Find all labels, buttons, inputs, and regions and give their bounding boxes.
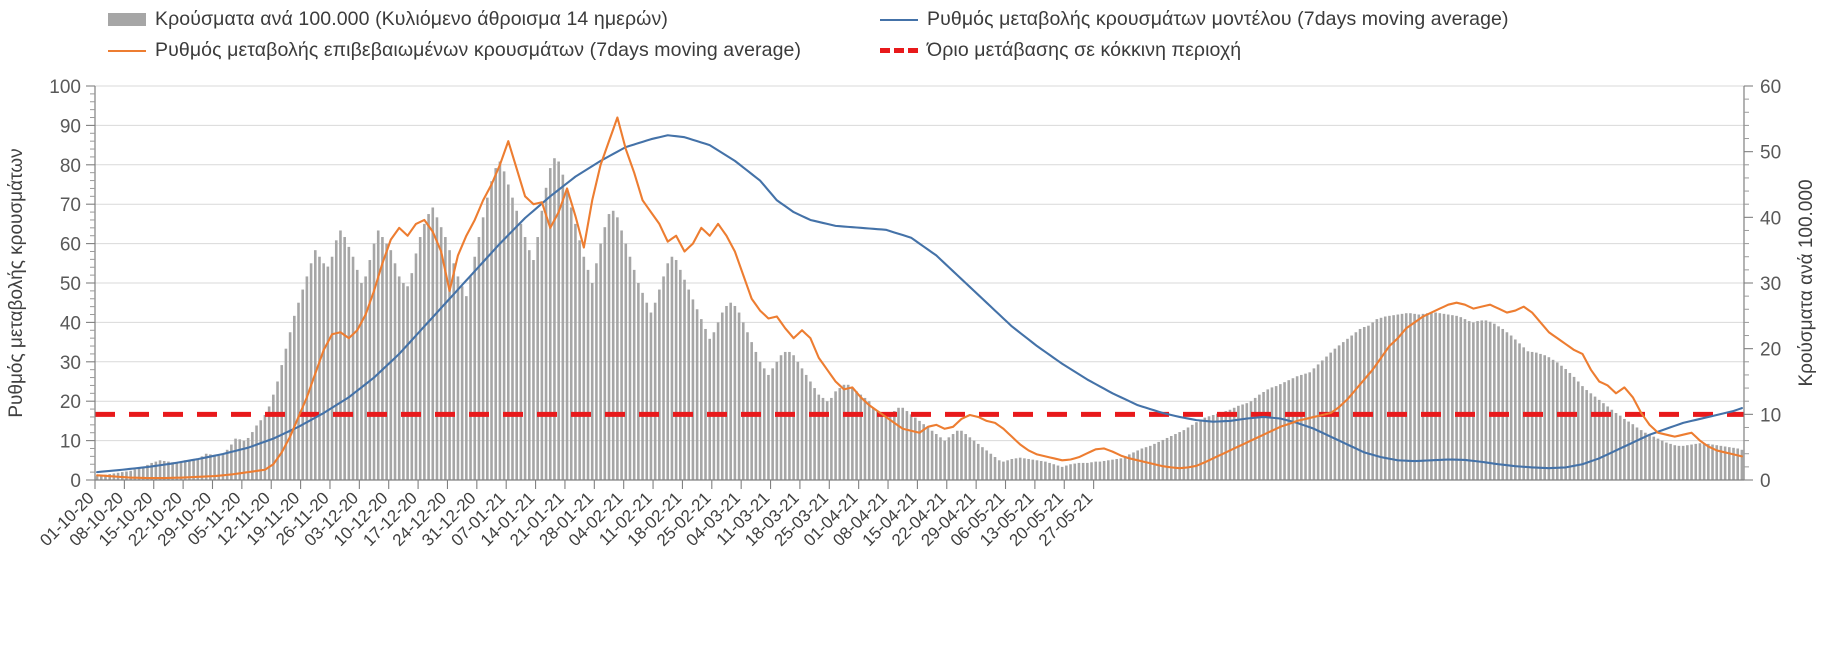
chart-plot-area: 0 10 20 30 40 50 60 70 80 90 100 0 10 20 30 40 50 60 01-…	[0, 70, 1832, 661]
chart-svg: 0 10 20 30 40 50 60 70 80 90 100 0 10 20 30 40 50 60 01-…	[6, 77, 1817, 550]
svg-text:90: 90	[60, 116, 81, 137]
model-rate-line	[96, 134, 1743, 474]
legend-label-bars: Κρούσματα ανά 100.000 (Κυλιόμενο άθροισμ…	[155, 8, 668, 30]
svg-text:10: 10	[1760, 405, 1781, 426]
svg-text:50: 50	[1760, 143, 1781, 164]
chart-legend: Κρούσματα ανά 100.000 (Κυλιόμενο άθροισμ…	[0, 0, 1832, 70]
svg-text:50: 50	[60, 274, 81, 295]
line-swatch-blue-icon	[880, 18, 918, 21]
svg-text:0: 0	[1760, 471, 1771, 492]
y-axis-left-title: Ρυθμός μεταβολής κρουσμάτων	[6, 148, 27, 417]
svg-text:60: 60	[60, 235, 81, 256]
legend-item-bars[interactable]: Κρούσματα ανά 100.000 (Κυλιόμενο άθροισμ…	[108, 8, 668, 31]
legend-item-threshold[interactable]: Όριο μετάβασης σε κόκκινη περιοχή	[880, 39, 1241, 62]
y-axis-right-title: Κρούσματα ανά 100.000	[1796, 179, 1817, 386]
legend-label-orange-line: Ρυθμός μεταβολής επιβεβαιωμένων κρουσμάτ…	[155, 39, 802, 61]
legend-item-orange-line[interactable]: Ρυθμός μεταβολής επιβεβαιωμένων κρουσμάτ…	[108, 39, 801, 62]
svg-text:100: 100	[49, 77, 81, 98]
dash-swatch-icon	[880, 48, 918, 53]
svg-text:40: 40	[1760, 208, 1781, 229]
svg-text:80: 80	[60, 156, 81, 177]
legend-label-threshold: Όριο μετάβασης σε κόκκινη περιοχή	[927, 39, 1242, 61]
bar-series	[95, 158, 1744, 481]
bar-swatch-icon	[108, 13, 146, 26]
svg-text:20: 20	[1760, 340, 1781, 361]
svg-text:70: 70	[60, 195, 81, 216]
svg-text:0: 0	[70, 471, 81, 492]
y-axis-left-ticks: 0 10 20 30 40 50 60 70 80 90 100	[49, 77, 81, 492]
svg-text:10: 10	[60, 432, 81, 453]
x-axis-ticks: 01-10-2008-10-2015-10-2022-10-2029-10-20…	[36, 488, 1096, 550]
line-swatch-icon	[108, 49, 146, 52]
svg-text:30: 30	[1760, 274, 1781, 295]
confirmed-rate-line	[96, 116, 1743, 480]
y-axis-right-ticks: 0 10 20 30 40 50 60	[1760, 77, 1781, 492]
legend-label-blue-line: Ρυθμός μεταβολής κρουσμάτων μοντέλου (7d…	[927, 8, 1509, 30]
axes	[86, 85, 1753, 489]
svg-text:30: 30	[60, 353, 81, 374]
svg-text:40: 40	[60, 313, 81, 334]
svg-text:60: 60	[1760, 77, 1781, 98]
legend-item-blue-line[interactable]: Ρυθμός μεταβολής κρουσμάτων μοντέλου (7d…	[880, 8, 1509, 31]
svg-text:20: 20	[60, 392, 81, 413]
